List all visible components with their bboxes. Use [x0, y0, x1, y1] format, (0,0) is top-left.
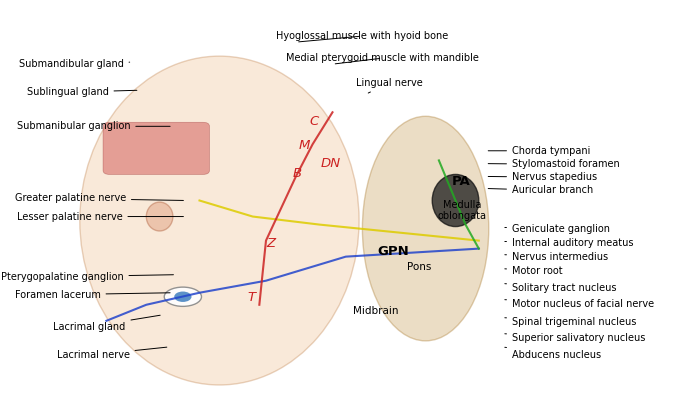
Text: Lacrimal gland: Lacrimal gland — [53, 315, 160, 332]
Text: Submanibular ganglion: Submanibular ganglion — [16, 122, 170, 131]
Text: Chorda tympani: Chorda tympani — [488, 146, 590, 156]
Text: Lesser palatine nerve: Lesser palatine nerve — [16, 212, 184, 221]
Ellipse shape — [432, 174, 479, 227]
Text: Internal auditory meatus: Internal auditory meatus — [505, 239, 634, 248]
Text: Superior salivatory nucleus: Superior salivatory nucleus — [505, 333, 645, 342]
Text: Medial pterygoid muscle with mandible: Medial pterygoid muscle with mandible — [286, 53, 479, 64]
Text: Midbrain: Midbrain — [353, 306, 399, 316]
Text: Foramen lacerum: Foramen lacerum — [14, 290, 170, 300]
Text: Z: Z — [266, 237, 276, 250]
Text: M: M — [298, 139, 310, 152]
Text: Pons: Pons — [407, 262, 431, 271]
FancyBboxPatch shape — [103, 122, 210, 174]
Text: Solitary tract nucleus: Solitary tract nucleus — [505, 283, 616, 292]
Text: Auricular branch: Auricular branch — [488, 186, 593, 195]
Text: B: B — [292, 167, 302, 180]
Text: Hyoglossal muscle with hyoid bone: Hyoglossal muscle with hyoid bone — [276, 31, 448, 42]
Ellipse shape — [164, 287, 201, 306]
Text: Sublingual gland: Sublingual gland — [27, 87, 137, 97]
Ellipse shape — [362, 116, 489, 341]
Text: Motor root: Motor root — [505, 266, 562, 275]
Ellipse shape — [79, 56, 359, 385]
Text: Abducens nucleus: Abducens nucleus — [505, 347, 601, 360]
Text: Lacrimal nerve: Lacrimal nerve — [57, 347, 167, 360]
Text: GPN: GPN — [378, 245, 410, 258]
Text: T: T — [247, 291, 256, 304]
Text: Medulla
oblongata: Medulla oblongata — [438, 200, 486, 221]
Text: Nervus intermedius: Nervus intermedius — [505, 252, 608, 261]
Ellipse shape — [147, 202, 173, 231]
Text: Motor nucleus of facial nerve: Motor nucleus of facial nerve — [505, 299, 654, 308]
Ellipse shape — [174, 292, 192, 302]
Text: Stylomastoid foramen: Stylomastoid foramen — [488, 160, 620, 169]
Text: Geniculate ganglion: Geniculate ganglion — [505, 225, 610, 234]
Text: PA: PA — [451, 175, 470, 188]
Text: Greater palatine nerve: Greater palatine nerve — [14, 194, 184, 203]
Text: DN: DN — [321, 157, 340, 170]
Text: Submandibular gland: Submandibular gland — [18, 59, 129, 69]
Text: Pterygopalatine ganglion: Pterygopalatine ganglion — [1, 272, 173, 282]
Text: Lingual nerve: Lingual nerve — [356, 78, 423, 93]
Text: Spinal trigeminal nucleus: Spinal trigeminal nucleus — [505, 317, 636, 326]
Text: Nervus stapedius: Nervus stapedius — [488, 172, 597, 182]
Text: C: C — [309, 115, 319, 128]
